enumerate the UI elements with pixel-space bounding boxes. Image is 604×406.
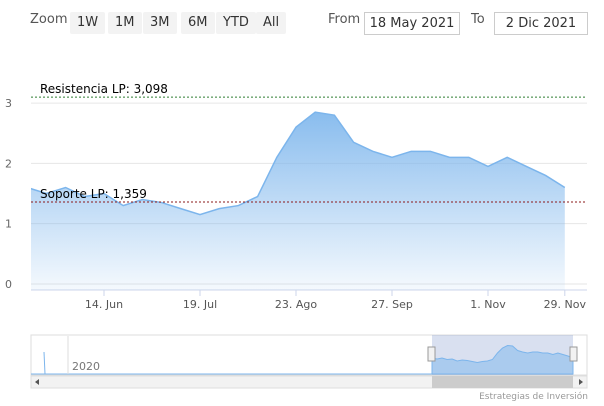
area bbox=[31, 112, 565, 290]
x-tick-label: 14. Jun bbox=[85, 298, 123, 311]
y-tick-label: 2 bbox=[5, 157, 12, 170]
navigator-series bbox=[431, 344, 574, 375]
to-label: To bbox=[471, 12, 485, 27]
zoom-button[interactable]: 1W bbox=[70, 12, 106, 34]
navigator-handle[interactable] bbox=[569, 346, 578, 362]
to-input[interactable]: 2 Dic 2021 bbox=[494, 12, 588, 35]
navigator-frame bbox=[30, 334, 588, 376]
navigator-history bbox=[43, 351, 46, 375]
zoom-button[interactable]: 1M bbox=[108, 12, 142, 34]
from-input[interactable]: 18 May 2021 bbox=[364, 12, 460, 35]
zoom-button[interactable]: 3M bbox=[143, 12, 177, 34]
zoom-button[interactable]: YTD bbox=[216, 12, 256, 34]
zoom-button[interactable]: 6M bbox=[181, 12, 215, 34]
x-tick-label: 23. Ago bbox=[275, 298, 317, 311]
x-tick-label: 29. Nov bbox=[544, 298, 587, 311]
y-tick-label: 1 bbox=[5, 218, 12, 231]
plot-line-label: Resistencia LP: 3,098 bbox=[40, 82, 168, 96]
y-tick-label: 0 bbox=[5, 278, 12, 291]
from-label: From bbox=[328, 12, 361, 27]
y-tick-label: 3 bbox=[5, 97, 12, 110]
plot-line-label: Soporte LP: 1,359 bbox=[40, 187, 147, 201]
zoom-label: Zoom bbox=[30, 12, 68, 27]
zoom-button[interactable]: All bbox=[256, 12, 287, 34]
x-tick-label: 27. Sep bbox=[371, 298, 413, 311]
navigator-handle[interactable] bbox=[427, 346, 436, 362]
x-tick-label: 1. Nov bbox=[470, 298, 506, 311]
x-tick-label: 19. Jul bbox=[183, 298, 217, 311]
credits: Estrategias de Inversión bbox=[479, 391, 588, 402]
scrollbar-thumb[interactable] bbox=[432, 376, 573, 388]
navigator-year: 2020 bbox=[72, 360, 100, 373]
